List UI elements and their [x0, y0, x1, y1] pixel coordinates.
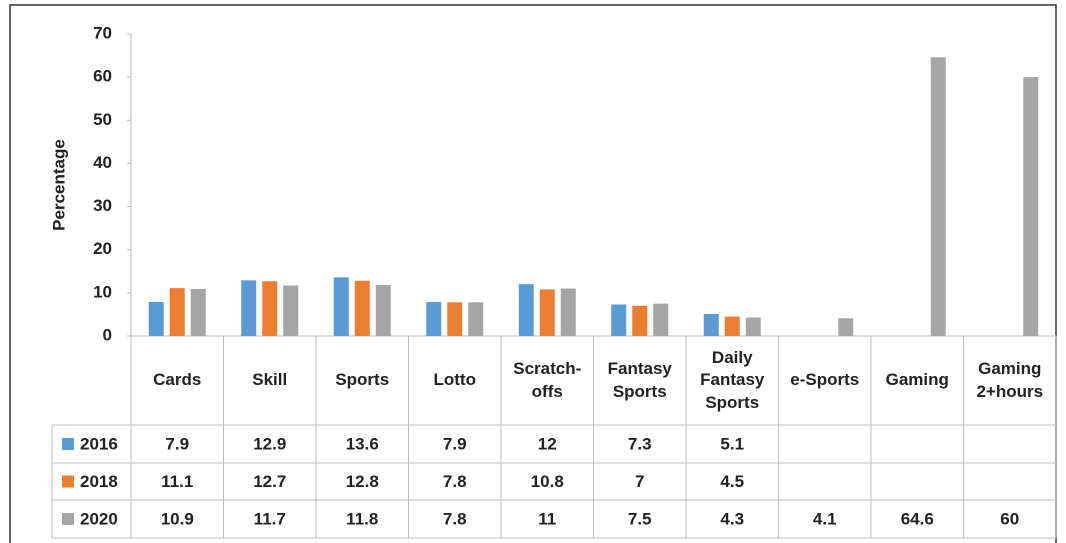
bar	[468, 302, 484, 336]
y-tick-label: 0	[103, 325, 112, 344]
legend-label: 2020	[80, 509, 118, 528]
table-value: 7.9	[165, 434, 189, 453]
y-tick-label: 70	[93, 23, 112, 42]
table-value: 5.1	[720, 434, 744, 453]
bar	[745, 317, 761, 336]
table-value: 11.7	[254, 509, 286, 528]
category-cell: Daily Fantasy Sports	[700, 348, 765, 412]
x-tick-label: Fantasy Sports	[607, 359, 672, 401]
x-tick-label: Sports	[335, 370, 390, 390]
bar	[148, 301, 164, 336]
table-value: 12.9	[253, 434, 286, 453]
y-tick-label: 30	[93, 196, 112, 215]
x-tick-label: Cards	[153, 370, 202, 390]
legend-label: 2018	[80, 472, 118, 491]
bar	[560, 288, 576, 336]
y-axis-label: Percentage	[49, 139, 68, 231]
x-tick-label: Scratch-offs	[513, 359, 582, 401]
category-cell: Scratch-offs	[513, 359, 582, 401]
bar	[838, 318, 854, 336]
bar	[426, 301, 442, 336]
table-value: 60	[1000, 509, 1019, 528]
legend-swatch	[62, 475, 74, 488]
table-value: 7.9	[443, 434, 467, 453]
bar	[375, 285, 391, 336]
y-tick-label: 40	[93, 153, 112, 172]
table-value: 4.3	[720, 509, 744, 528]
bar	[539, 289, 555, 336]
legend-swatch	[62, 513, 74, 525]
bar	[724, 316, 740, 336]
bar	[518, 284, 534, 336]
bar	[703, 313, 719, 336]
category-cell: Gaming	[885, 370, 949, 390]
y-tick-label: 10	[93, 282, 112, 301]
category-cell: Gaming 2+hours	[976, 359, 1044, 401]
bar	[190, 288, 206, 336]
category-cell: Lotto	[433, 370, 476, 390]
bar	[241, 280, 257, 336]
bar	[611, 304, 627, 336]
table-value: 13.6	[346, 434, 379, 453]
bar	[447, 302, 463, 336]
table-value: 10.8	[531, 472, 564, 491]
x-tick-label: Gaming	[885, 370, 949, 390]
category-cell: Fantasy Sports	[607, 359, 672, 401]
table-value: 12.7	[253, 472, 286, 491]
table-value: 12.8	[346, 472, 379, 491]
bar	[333, 277, 349, 336]
legend-swatch	[62, 438, 74, 450]
category-cell: Skill	[252, 370, 288, 390]
table-value: 10.9	[161, 509, 194, 528]
table-value: 12	[538, 434, 557, 453]
table-value: 7.5	[628, 509, 652, 528]
category-cell: e-Sports	[790, 370, 860, 390]
y-tick-label: 50	[93, 110, 112, 129]
y-tick-label: 20	[93, 239, 112, 258]
table-value: 7	[635, 472, 644, 491]
table-value: 7.8	[443, 472, 467, 491]
table-value: 4.1	[813, 509, 837, 528]
table-value: 7.8	[443, 509, 467, 528]
y-tick-label: 60	[93, 67, 112, 86]
x-tick-label: Lotto	[433, 370, 476, 390]
frame	[9, 4, 1057, 543]
bar	[653, 303, 669, 336]
bar	[930, 57, 946, 336]
table-value: 7.3	[628, 434, 652, 453]
bar	[283, 285, 299, 336]
category-cell: Sports	[335, 370, 390, 390]
x-tick-label: e-Sports	[790, 370, 860, 390]
x-tick-label: Skill	[252, 370, 288, 390]
table-value: 4.5	[720, 472, 744, 491]
table-value: 11	[538, 509, 556, 528]
category-cell: Cards	[153, 370, 202, 390]
bar	[1023, 77, 1039, 337]
table-value: 64.6	[901, 509, 934, 528]
legend-label: 2016	[80, 434, 118, 453]
x-tick-label: Gaming 2+hours	[976, 359, 1044, 401]
table-value: 11.8	[346, 509, 378, 528]
bar	[262, 281, 278, 336]
bar	[169, 288, 185, 336]
bar	[632, 305, 648, 336]
x-tick-label: Daily Fantasy Sports	[700, 348, 765, 412]
bar	[354, 280, 370, 336]
table-value: 11.1	[161, 472, 193, 491]
